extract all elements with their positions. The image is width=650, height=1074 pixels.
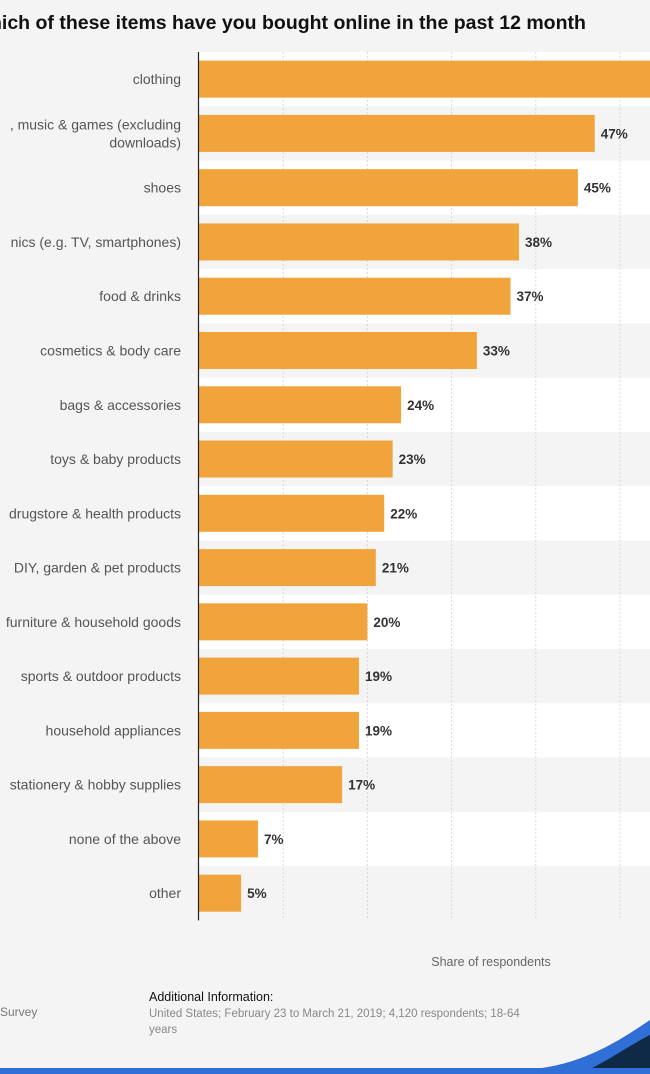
- value-label: 37%: [517, 289, 544, 304]
- category-label: clothing: [133, 71, 181, 87]
- value-label: 20%: [373, 615, 400, 630]
- bar: [199, 60, 650, 98]
- bar: [199, 277, 511, 315]
- category-label: none of the above: [69, 831, 181, 847]
- value-label: 7%: [264, 832, 284, 847]
- category-label: DIY, garden & pet products: [14, 560, 181, 576]
- category-label: sports & outdoor products: [21, 668, 181, 684]
- value-label: 22%: [390, 506, 417, 521]
- row-band: [199, 811, 650, 867]
- x-axis-label: Share of respondents: [431, 955, 551, 969]
- category-label: stationery & hobby supplies: [10, 777, 181, 793]
- bar: [199, 711, 359, 749]
- value-label: 19%: [365, 669, 392, 684]
- bar: [199, 766, 343, 804]
- category-label: furniture & household goods: [6, 614, 181, 630]
- category-label: shoes: [144, 180, 181, 196]
- value-label: 19%: [365, 723, 392, 738]
- additional-info-text: United States; February 23 to March 21, …: [149, 1008, 520, 1036]
- bar: [199, 874, 242, 912]
- value-label: 33%: [483, 343, 510, 358]
- bar: [199, 169, 578, 207]
- bar: [199, 820, 258, 858]
- category-label: toys & baby products: [50, 451, 181, 467]
- category-label: household appliances: [46, 722, 181, 738]
- category-label: drugstore & health products: [9, 505, 181, 521]
- bar: [199, 603, 368, 641]
- bar: [199, 331, 477, 369]
- bar: [199, 223, 519, 261]
- bar: [199, 440, 393, 478]
- category-label: bags & accessories: [60, 397, 181, 413]
- category-label: cosmetics & body care: [40, 342, 181, 358]
- value-label: 5%: [247, 886, 267, 901]
- bar: [199, 386, 402, 424]
- bar: [199, 114, 595, 152]
- value-label: 45%: [584, 181, 611, 196]
- bar: [199, 549, 376, 587]
- value-label: 21%: [382, 561, 409, 576]
- bar-chart: 0%10%20%30%40%50%clothing, music & games…: [6, 52, 650, 921]
- source-text: Survey: [0, 1005, 38, 1019]
- bar: [199, 494, 385, 532]
- chart-title: hich of these items have you bought onli…: [0, 12, 586, 34]
- additional-info-title: Additional Information:: [149, 990, 274, 1004]
- value-label: 23%: [399, 452, 426, 467]
- value-label: 17%: [348, 778, 375, 793]
- bar: [199, 657, 359, 695]
- value-label: 47%: [601, 126, 628, 141]
- category-label: nics (e.g. TV, smartphones): [11, 234, 181, 250]
- category-label: food & drinks: [99, 288, 181, 304]
- value-label: 38%: [525, 235, 552, 250]
- value-label: 24%: [407, 398, 434, 413]
- category-label: other: [149, 885, 181, 901]
- decorative-wave: [0, 1020, 650, 1074]
- category-label: , music & games (excluding downloads): [10, 116, 181, 150]
